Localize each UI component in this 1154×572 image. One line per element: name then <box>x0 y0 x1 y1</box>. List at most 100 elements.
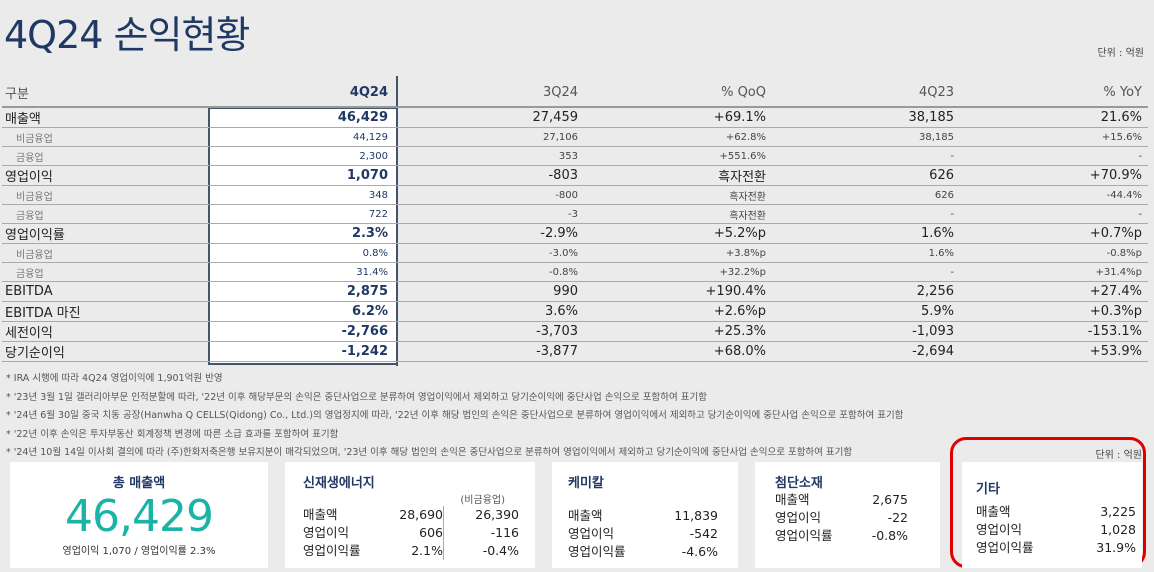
footnotes: * IRA 시행에 따라 4Q24 영업이익에 1,901억원 반영 * '23년… <box>6 370 903 463</box>
metric-value: -0.8% <box>871 528 908 543</box>
table-row: EBITDA 2,875 990 +190.4% 2,256 +27.4% <box>2 281 1148 302</box>
metric-label: 영업이익률 <box>568 544 626 559</box>
value-cell: 38,185 <box>772 107 960 128</box>
metric-value: 606 <box>419 525 443 540</box>
value-cell: -800 <box>394 185 584 205</box>
metric-value: 26,390 <box>443 506 519 524</box>
value-cell: 27,106 <box>394 127 584 147</box>
row-label: 금융업 <box>2 204 198 224</box>
value-cell: +70.9% <box>960 165 1148 186</box>
card-title: 총 매출액 <box>112 476 166 491</box>
metric-value: 28,690 <box>399 507 443 522</box>
value-cell: 0.8% <box>198 243 394 263</box>
value-cell: 2,256 <box>772 281 960 302</box>
value-cell: - <box>772 146 960 166</box>
page-title: 4Q24 손익현황 <box>4 13 250 57</box>
value-cell: 2.3% <box>198 223 394 244</box>
metric-value: 1,028 <box>1100 522 1136 537</box>
row-label: 비금융업 <box>2 243 198 263</box>
value-cell: -803 <box>394 165 584 186</box>
value-cell: 990 <box>394 281 584 302</box>
value-cell: -1,242 <box>198 341 394 362</box>
value-cell: 46,429 <box>198 107 394 128</box>
table-row: 금융업 722 -3 흑자전환 - - <box>2 204 1148 224</box>
value-cell: -2,766 <box>198 321 394 342</box>
unit-label: 단위 : 억원 <box>1097 48 1144 59</box>
value-cell: -2.9% <box>394 223 584 244</box>
header-cell: % YoY <box>960 78 1148 108</box>
table-row: 비금융업 44,129 27,106 +62.8% 38,185 +15.6% <box>2 127 1148 147</box>
value-cell: +5.2%p <box>584 223 772 244</box>
value-cell: 38,185 <box>772 127 960 147</box>
metric-value: -116 <box>443 524 519 542</box>
row-label: 금융업 <box>2 146 198 166</box>
row-label: 비금융업 <box>2 127 198 147</box>
metric-value: -542 <box>689 526 718 541</box>
metric-label: 매출액 <box>568 508 603 523</box>
value-cell: 44,129 <box>198 127 394 147</box>
row-label: 영업이익률 <box>2 223 198 244</box>
footnote: * IRA 시행에 따라 4Q24 영업이익에 1,901억원 반영 <box>6 373 223 384</box>
value-cell: +15.6% <box>960 127 1148 147</box>
metric-label: 영업이익률 <box>303 543 361 558</box>
card-advanced-materials: 첨단소재 매출액 2,675 영업이익 -22 영업이익률 -0.8% <box>755 462 940 568</box>
table-row: 세전이익 -2,766 -3,703 +25.3% -1,093 -153.1% <box>2 321 1148 342</box>
value-cell: +62.8% <box>584 127 772 147</box>
value-cell: +32.2%p <box>584 262 772 282</box>
row-label: 세전이익 <box>2 321 198 342</box>
non-financial-label: (비금융업) <box>460 495 505 506</box>
value-cell: +2.6%p <box>584 301 772 322</box>
metric-value: 3,225 <box>1100 504 1136 519</box>
value-cell: -3.0% <box>394 243 584 263</box>
card-other: 기타 매출액 3,225 영업이익 1,028 영업이익률 31.9% <box>962 462 1142 568</box>
footnote: * '24년 6월 30일 중국 치동 공장(Hanwha Q CELLS(Qi… <box>6 410 904 421</box>
value-cell: -2,694 <box>772 341 960 362</box>
table-header-row: 구분 4Q24 3Q24% QoQ 4Q23% YoY <box>2 78 1148 108</box>
value-cell: -44.4% <box>960 185 1148 205</box>
value-cell: +69.1% <box>584 107 772 128</box>
value-cell: +3.8%p <box>584 243 772 263</box>
value-cell: +27.4% <box>960 281 1148 302</box>
value-cell: 1.6% <box>772 223 960 244</box>
card-total-revenue: 총 매출액 46,429 영업이익 1,070 / 영업이익률 2.3% <box>10 462 268 568</box>
value-cell: 353 <box>394 146 584 166</box>
value-cell: 5.9% <box>772 301 960 322</box>
header-cell: 3Q24 <box>394 78 584 108</box>
metric-value: 2,675 <box>872 492 908 507</box>
metric-label: 영업이익률 <box>775 528 833 543</box>
metric-label: 영업이익 <box>775 510 822 525</box>
table-row: EBITDA 마진 6.2% 3.6% +2.6%p 5.9% +0.3%p <box>2 301 1148 322</box>
metric-value: -4.6% <box>681 544 718 559</box>
row-label: 영업이익 <box>2 165 198 186</box>
value-cell: +0.7%p <box>960 223 1148 244</box>
table-row: 비금융업 0.8% -3.0% +3.8%p 1.6% -0.8%p <box>2 243 1148 263</box>
metric-value: -0.4% <box>443 542 519 560</box>
value-cell: - <box>772 204 960 224</box>
value-cell: 27,459 <box>394 107 584 128</box>
value-cell: 2,875 <box>198 281 394 302</box>
value-cell: -3,703 <box>394 321 584 342</box>
total-revenue-value: 46,429 <box>65 491 214 542</box>
value-cell: -0.8%p <box>960 243 1148 263</box>
metric-label: 매출액 <box>303 507 338 522</box>
value-cell: +25.3% <box>584 321 772 342</box>
value-cell: -153.1% <box>960 321 1148 342</box>
value-cell: +68.0% <box>584 341 772 362</box>
value-cell: -3,877 <box>394 341 584 362</box>
cards-unit-label: 단위 : 억원 <box>1095 450 1142 461</box>
value-cell: +551.6% <box>584 146 772 166</box>
metric-label: 영업이익 <box>568 526 615 541</box>
value-cell: 31.4% <box>198 262 394 282</box>
footnote: * '22년 이후 손익은 투자부동산 회계정책 변경에 따른 소급 효과를 포… <box>6 428 339 440</box>
table-row: 매출액 46,429 27,459 +69.1% 38,185 21.6% <box>2 107 1148 128</box>
metric-label: 영업이익 <box>976 522 1023 537</box>
value-cell: 흑자전환 <box>584 185 772 205</box>
row-label: 당기순이익 <box>2 341 198 362</box>
metric-label: 영업이익률 <box>976 540 1034 555</box>
header-cell: % QoQ <box>584 78 772 108</box>
header-cell: 구분 <box>2 78 198 108</box>
total-revenue-sub: 영업이익 1,070 / 영업이익률 2.3% <box>62 546 216 557</box>
table-row: 영업이익률 2.3% -2.9% +5.2%p 1.6% +0.7%p <box>2 223 1148 244</box>
income-table: 구분 4Q24 3Q24% QoQ 4Q23% YoY 매출액 46,429 27,459 +… <box>2 78 1148 362</box>
value-cell: 1,070 <box>198 165 394 186</box>
